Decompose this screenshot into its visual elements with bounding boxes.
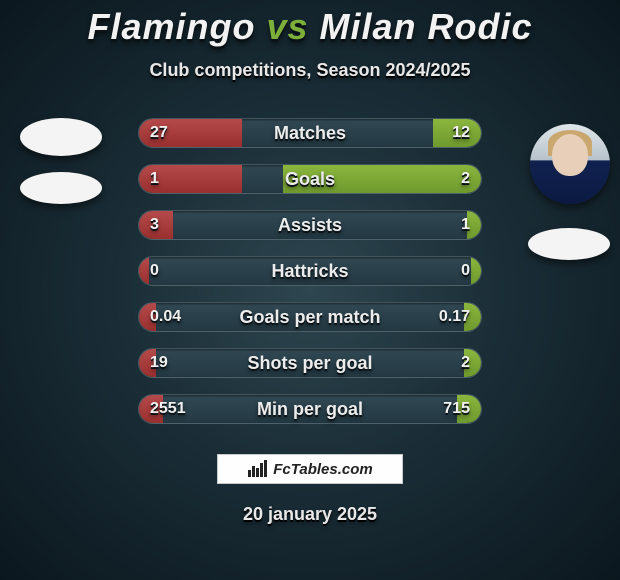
stats-container: Matches2712 Goals12 Assists31 Hattricks00 Go… [138,118,482,440]
stat-track [138,210,482,240]
stat-track [138,302,482,332]
stat-row: Goals per match0.040.17 [138,302,482,332]
stat-fill-right [464,303,481,331]
stat-track [138,348,482,378]
title-right: Milan Rodic [320,6,533,47]
stat-fill-left [139,119,242,147]
stat-track [138,118,482,148]
stat-fill-left [139,303,156,331]
stat-fill-left [139,257,149,285]
flag-right-placeholder [528,228,610,260]
footer-date: 20 january 2025 [0,504,620,525]
stat-row: Assists31 [138,210,482,240]
flag-left-placeholder [20,172,102,204]
stat-row: Matches2712 [138,118,482,148]
stat-fill-right [457,395,481,423]
stat-row: Hattricks00 [138,256,482,286]
stat-fill-right [433,119,481,147]
stat-fill-left [139,165,242,193]
avatar-right [530,124,610,204]
stat-row: Min per goal2551715 [138,394,482,424]
stat-row: Goals12 [138,164,482,194]
footer-logo-text: FcTables.com [273,461,372,478]
bars-icon [247,460,269,478]
avatar-left-placeholder [20,118,102,156]
stat-fill-left [139,211,173,239]
title-left: Flamingo [87,6,255,47]
stat-track [138,394,482,424]
stat-track [138,256,482,286]
stat-fill-left [139,349,156,377]
stat-row: Shots per goal192 [138,348,482,378]
footer-logo: FcTables.com [217,454,403,484]
title-vs: vs [266,6,308,47]
stat-fill-left [139,395,163,423]
stat-track [138,164,482,194]
stat-fill-right [464,349,481,377]
subtitle: Club competitions, Season 2024/2025 [0,60,620,81]
stat-fill-right [471,257,481,285]
stat-fill-right [283,165,481,193]
page-title: Flamingo vs Milan Rodic [0,6,620,48]
stat-fill-right [467,211,481,239]
